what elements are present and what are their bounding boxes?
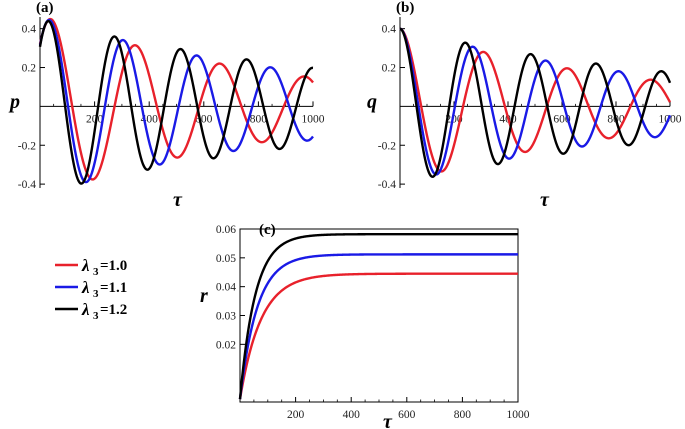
- y-tick-label: -0.4: [18, 179, 36, 191]
- series-line-2: [399, 27, 672, 176]
- chart-panel-2: 200 400 600 800 1000-0.4-0.20.20.4qτ(b): [367, 0, 682, 211]
- y-tick-label: 0.2: [382, 63, 397, 75]
- series-line-1: [399, 27, 672, 173]
- y-tick-label: 0.2: [22, 63, 37, 75]
- panel-label: (c): [259, 222, 276, 238]
- y-tick-label: 0.04: [216, 282, 236, 294]
- x-tick-label: 1000: [302, 113, 325, 125]
- chart-panel-3: 200 400 600 800 1000 0.02 0.03 0.04 0.05 0.06 r τ (c…: [200, 222, 530, 429]
- x-axis-label: τ: [173, 189, 183, 211]
- x-axis-label: τ: [383, 411, 393, 429]
- legend: λ 3 =1.0λ 3 =1.1λ 3 =1.2: [55, 256, 127, 322]
- series-line-3: [238, 232, 519, 400]
- panel-label: (b): [396, 0, 414, 16]
- legend-symbol: λ: [81, 300, 90, 319]
- legend-subscript: 3: [93, 266, 99, 278]
- legend-subscript: 3: [93, 310, 99, 322]
- x-tick-label: 600: [398, 409, 416, 421]
- legend-symbol: λ: [81, 256, 90, 275]
- y-tick-label: -0.2: [18, 140, 36, 152]
- x-tick-label: 800: [454, 409, 472, 421]
- y-axis-label: q: [367, 91, 377, 113]
- y-axis-label: p: [8, 91, 20, 113]
- legend-symbol: λ: [81, 278, 90, 297]
- y-tick-label: -0.2: [378, 140, 396, 152]
- x-tick-label: 200: [86, 113, 104, 125]
- x-tick-label: 800: [250, 113, 268, 125]
- chart-panel-1: 200 400 600 800 1000-0.4-0.20.20.4pτ(a): [8, 0, 325, 211]
- series-line-1: [38, 17, 314, 181]
- y-tick-label: 0.4: [22, 24, 37, 36]
- series-line-1: [238, 272, 519, 400]
- x-tick-label: 400: [343, 409, 361, 421]
- y-axis-label: r: [200, 285, 208, 307]
- legend-label: =1.0: [100, 258, 127, 274]
- y-tick-label: 0.4: [382, 24, 397, 36]
- x-axis-label: τ: [540, 189, 550, 211]
- x-tick-label: 200: [287, 409, 305, 421]
- series-line-3: [399, 27, 672, 178]
- x-tick-label: 1000: [659, 113, 682, 125]
- series-line-2: [238, 253, 519, 400]
- series-line-3: [38, 19, 314, 185]
- legend-label: =1.2: [100, 302, 127, 318]
- y-tick-label: 0.05: [216, 253, 236, 265]
- y-tick-label: 0.02: [216, 339, 236, 351]
- series-line-2: [38, 18, 314, 184]
- x-tick-label: 1000: [507, 409, 530, 421]
- legend-label: =1.1: [100, 280, 127, 296]
- y-tick-label: 0.03: [216, 311, 236, 323]
- y-tick-label: 0.06: [216, 224, 236, 236]
- y-tick-label: -0.4: [378, 179, 396, 191]
- panel-label: (a): [36, 0, 54, 16]
- legend-subscript: 3: [93, 288, 99, 300]
